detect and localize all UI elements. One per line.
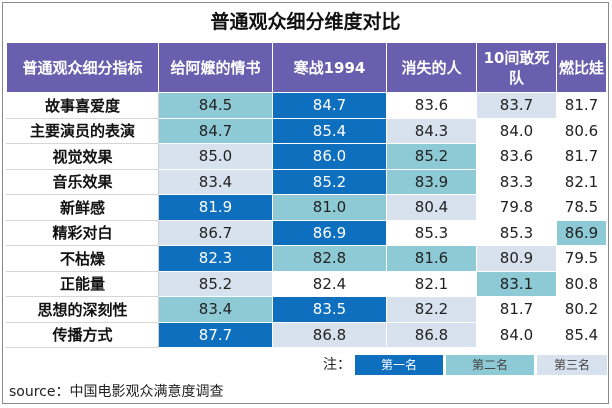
heatmap-cell: 81.7 [556,143,607,170]
heatmap-row: 正能量 85.2 82.4 82.1 83.1 80.8 [6,270,607,297]
heatmap-cell: 79.8 [476,194,557,221]
column-header: 燃比娃 [556,42,607,93]
heatmap-cell: 82.4 [272,270,387,297]
heatmap-row: 主要演员的表演 84.7 85.4 84.3 84.0 80.6 [6,117,607,144]
row-label: 思想的深刻性 [6,296,159,323]
heatmap-cell: 83.6 [386,92,477,119]
heatmap-cell: 87.7 [158,321,273,348]
heatmap-cell: 85.2 [386,143,477,170]
column-header: 10间敢死队 [476,42,557,93]
heatmap-cell: 86.8 [272,321,387,348]
heatmap-cell: 86.7 [158,219,273,246]
heatmap-cell: 84.0 [476,117,557,144]
column-header: 给阿嬷的情书 [158,42,273,93]
heatmap-table: 普通观众细分指标 给阿嬷的情书 寒战1994 消失的人 10间敢死队 燃比娃 故… [6,42,607,348]
heatmap-cell: 83.1 [476,270,557,297]
heatmap-row: 不枯燥 82.3 82.8 81.6 80.9 79.5 [6,245,607,272]
row-label: 音乐效果 [6,168,159,195]
heatmap-cell: 80.8 [556,270,607,297]
heatmap-cell: 86.9 [272,219,387,246]
row-label: 不枯燥 [6,245,159,272]
heatmap-cell: 79.5 [556,245,607,272]
heatmap-cell: 84.7 [272,92,387,119]
heatmap-cell: 80.9 [476,245,557,272]
heatmap-row: 音乐效果 83.4 85.2 83.9 83.3 82.1 [6,168,607,195]
heatmap-cell: 82.1 [556,168,607,195]
heatmap-row: 新鲜感 81.9 81.0 80.4 79.8 78.5 [6,194,607,221]
header-row: 普通观众细分指标 给阿嬷的情书 寒战1994 消失的人 10间敢死队 燃比娃 [6,42,607,93]
heatmap-row: 思想的深刻性 83.4 83.5 82.2 81.7 80.2 [6,296,607,323]
heatmap-cell: 83.9 [386,168,477,195]
heatmap-cell: 83.4 [158,168,273,195]
heatmap-cell: 86.0 [272,143,387,170]
heatmap-cell: 86.9 [556,219,607,246]
heatmap-cell: 85.4 [272,117,387,144]
heatmap-cell: 81.7 [556,92,607,119]
heatmap-cell: 83.6 [476,143,557,170]
heatmap-cell: 86.8 [386,321,477,348]
row-label: 视觉效果 [6,143,159,170]
heatmap-cell: 80.2 [556,296,607,323]
chart-frame: 普通观众细分维度对比 普通观众细分指标 给阿嬷的情书 寒战1994 消失的人 1… [2,2,609,404]
heatmap-body: 故事喜爱度 84.5 84.7 83.6 83.7 81.7 主要演员的表演 84.7 85.4… [6,92,607,348]
legend-note: 注： [323,357,351,373]
heatmap-cell: 83.5 [272,296,387,323]
row-label: 主要演员的表演 [6,117,159,144]
row-label: 精彩对白 [6,219,159,246]
heatmap-cell: 84.7 [158,117,273,144]
row-label: 故事喜爱度 [6,92,159,119]
heatmap-cell: 83.7 [476,92,557,119]
heatmap-cell: 85.4 [556,321,607,348]
heatmap-cell: 81.9 [158,194,273,221]
legend-first-place: 第一名 [355,355,443,375]
row-label: 新鲜感 [6,194,159,221]
heatmap-cell: 85.2 [158,270,273,297]
row-label: 正能量 [6,270,159,297]
heatmap-cell: 80.6 [556,117,607,144]
heatmap-cell: 83.3 [476,168,557,195]
column-header: 消失的人 [386,42,477,93]
heatmap-cell: 85.0 [158,143,273,170]
heatmap-row: 精彩对白 86.7 86.9 85.3 85.3 86.9 [6,219,607,246]
row-header-label: 普通观众细分指标 [6,42,159,93]
heatmap-cell: 81.6 [386,245,477,272]
legend-third-place: 第三名 [537,355,607,375]
heatmap-cell: 81.7 [476,296,557,323]
heatmap-cell: 82.3 [158,245,273,272]
heatmap-cell: 82.8 [272,245,387,272]
heatmap-cell: 85.3 [386,219,477,246]
heatmap-cell: 82.1 [386,270,477,297]
heatmap-row: 故事喜爱度 84.5 84.7 83.6 83.7 81.7 [6,92,607,119]
heatmap-cell: 84.5 [158,92,273,119]
heatmap-row: 传播方式 87.7 86.8 86.8 84.0 85.4 [6,321,607,348]
heatmap-row: 视觉效果 85.0 86.0 85.2 83.6 81.7 [6,143,607,170]
heatmap-cell: 80.4 [386,194,477,221]
heatmap-cell: 84.0 [476,321,557,348]
heatmap-cell: 82.2 [386,296,477,323]
source-note: source：中国电影观众满意度调查 [9,384,224,400]
row-label: 传播方式 [6,321,159,348]
heatmap-cell: 85.2 [272,168,387,195]
chart-title: 普通观众细分维度对比 [210,11,401,33]
legend-second-place: 第二名 [446,355,534,375]
heatmap-cell: 81.0 [272,194,387,221]
column-header: 寒战1994 [272,42,387,93]
heatmap-cell: 78.5 [556,194,607,221]
heatmap-cell: 84.3 [386,117,477,144]
heatmap-cell: 85.3 [476,219,557,246]
heatmap-cell: 83.4 [158,296,273,323]
